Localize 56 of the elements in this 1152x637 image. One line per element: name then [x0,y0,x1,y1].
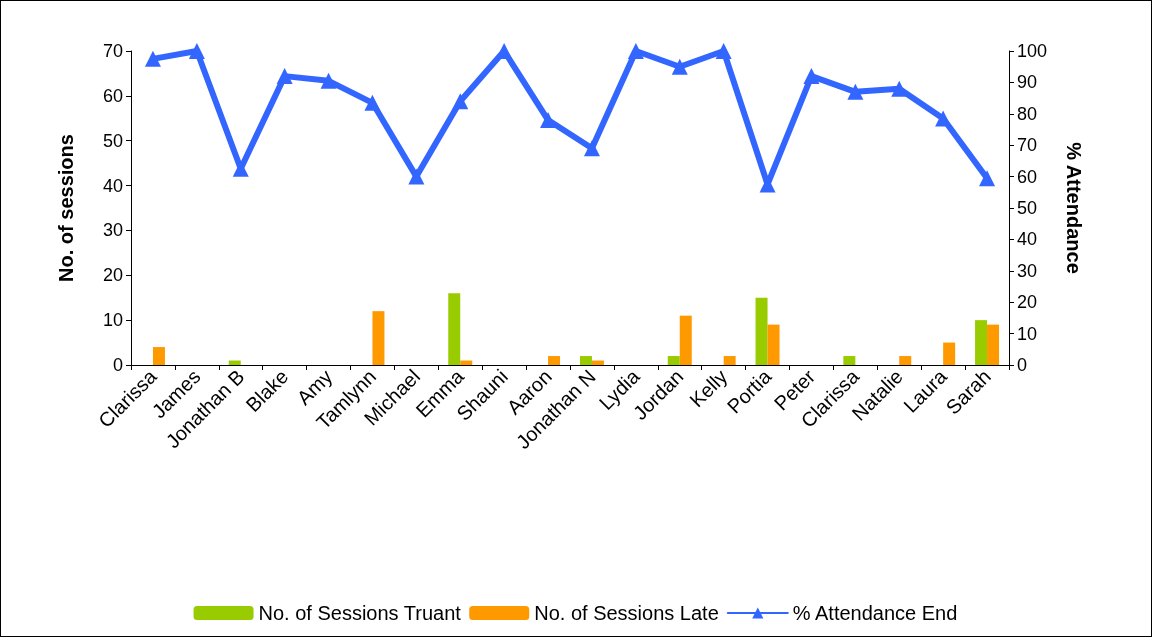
y2-tick-label: 20 [1017,292,1038,313]
bar [943,342,956,365]
bar [152,347,165,365]
point [847,83,864,100]
point [408,168,425,185]
y2-tick-label: 10 [1017,323,1038,344]
y2-tick-label: 0 [1017,355,1028,375]
y2-tick-label: 60 [1017,166,1038,187]
bar [548,356,561,365]
bar [767,324,780,365]
bar [372,311,385,365]
bar [579,356,592,365]
point [364,94,381,111]
legend-label: % Attendance End [792,602,958,624]
y2-axis-title: % Attendance [1063,142,1085,274]
point [144,50,161,67]
bar [448,293,461,365]
point [627,43,644,59]
y-tick-label: 60 [102,85,123,106]
bar [987,324,1000,365]
bar [899,356,912,365]
y2-tick-label: 90 [1017,72,1038,93]
bar [843,356,856,365]
point [935,110,952,127]
bar [755,297,768,365]
y-tick-label: 50 [102,130,123,151]
bar [679,315,692,365]
y-tick-label: 20 [102,265,123,286]
y2-tick-label: 70 [1017,135,1038,156]
legend-label: No. of Sessions Truant [258,602,462,624]
bar [667,356,680,365]
point [891,80,908,97]
legend-label: No. of Sessions Late [534,602,719,624]
point [452,93,469,110]
y2-tick-label: 40 [1017,229,1038,250]
y-tick-label: 30 [102,220,123,241]
y2-tick-label: 80 [1017,103,1038,124]
y2-tick-label: 30 [1017,260,1038,281]
bar [975,320,988,365]
point [671,58,688,75]
point [803,68,820,85]
y-tick-label: 0 [112,355,123,375]
point [583,140,600,157]
point [715,43,732,59]
point [540,112,557,129]
point [979,170,996,187]
point [320,72,337,89]
y2-tick-label: 50 [1017,198,1038,218]
bar [723,356,736,365]
y2-tick-label: 100 [1017,41,1048,61]
y-tick-label: 70 [102,41,123,61]
y-tick-label: 40 [102,175,123,196]
point [276,68,293,85]
point [188,43,205,59]
y-tick-label: 10 [102,310,123,331]
y-axis-title: No. of sessions [55,134,77,282]
